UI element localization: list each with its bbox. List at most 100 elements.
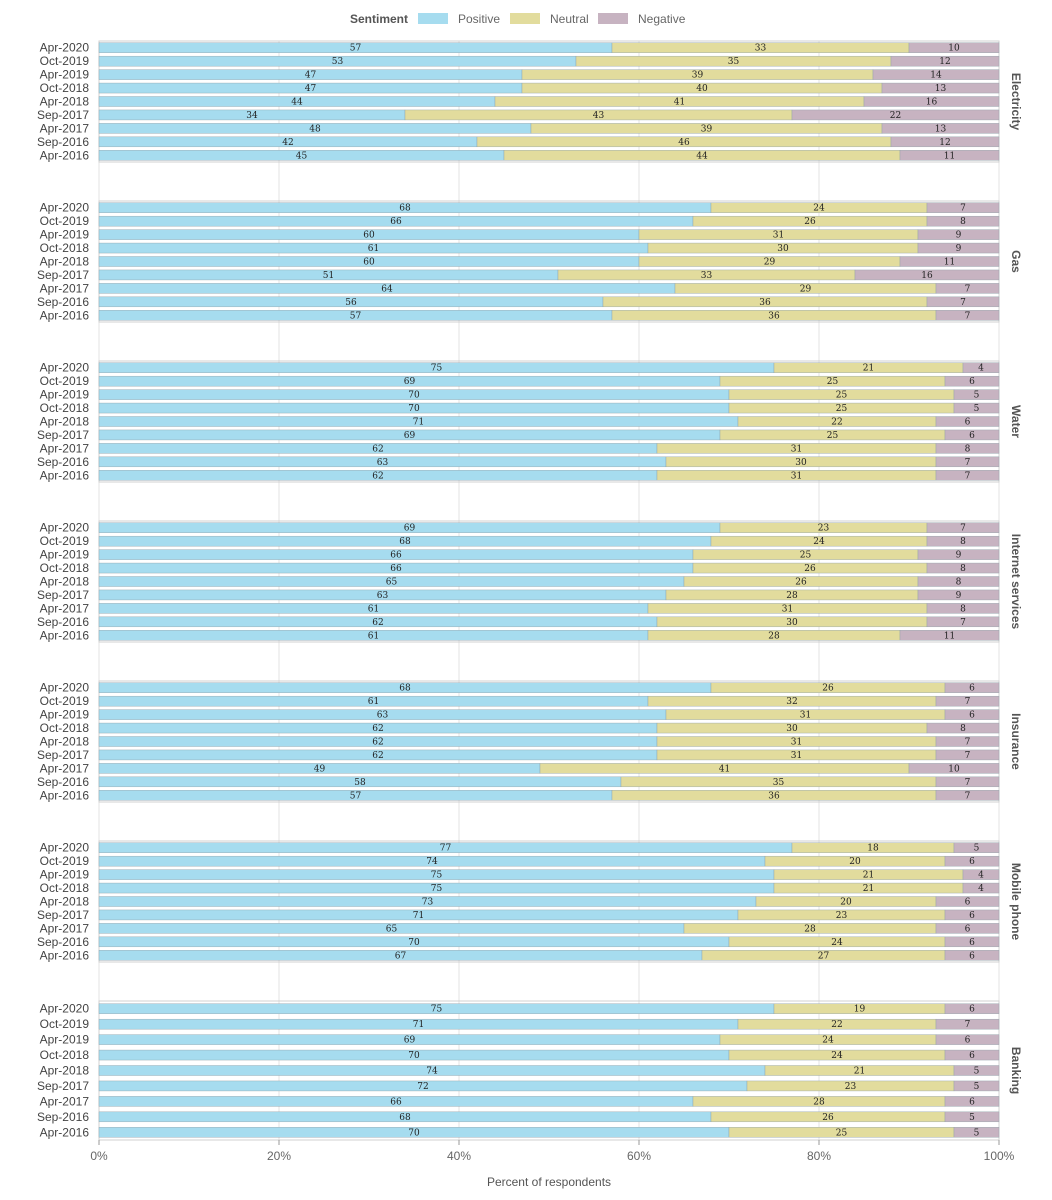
value-label-positive: 69	[404, 524, 416, 534]
bar-negative	[944, 1096, 1000, 1107]
bar-negative	[944, 1003, 1000, 1014]
value-label-neutral: 40	[696, 84, 708, 94]
value-label-negative: 8	[956, 578, 962, 588]
value-label-positive: 68	[399, 1113, 411, 1123]
bar-negative	[881, 123, 1000, 134]
value-label-negative: 7	[965, 738, 971, 748]
category-label: Oct-2018	[40, 561, 90, 575]
bar-negative	[791, 109, 1000, 121]
value-label-neutral: 23	[845, 1082, 857, 1092]
value-label-positive: 63	[377, 458, 389, 468]
value-label-positive: 74	[426, 1067, 438, 1077]
value-label-neutral: 31	[773, 231, 784, 241]
value-label-neutral: 30	[795, 458, 807, 468]
bar-negative	[944, 682, 1000, 693]
value-label-positive: 44	[291, 98, 303, 108]
value-label-positive: 57	[350, 311, 362, 321]
category-label: Apr-2017	[40, 1094, 90, 1108]
bar-negative	[926, 522, 1000, 533]
value-label-neutral: 24	[813, 537, 825, 547]
value-label-negative: 7	[965, 284, 971, 294]
facet-gas: Apr-2020 68 24 7 Oct-2019 66 26 8 Apr-2019 60 31 9 O…	[37, 200, 1023, 323]
value-label-neutral: 25	[827, 377, 839, 387]
value-label-negative: 8	[960, 217, 966, 227]
value-label-neutral: 28	[768, 631, 780, 641]
value-label-positive: 69	[404, 1036, 416, 1046]
value-label-negative: 7	[960, 298, 966, 308]
category-label: Apr-2016	[40, 148, 90, 162]
value-label-neutral: 18	[867, 844, 879, 854]
value-label-positive: 62	[372, 444, 383, 454]
value-label-neutral: 21	[863, 871, 874, 881]
value-label-neutral: 36	[768, 311, 780, 321]
value-label-negative: 6	[965, 898, 971, 908]
category-label: Apr-2020	[40, 1002, 90, 1016]
facet-mobile-phone: Apr-2020 77 18 5 Oct-2019 74 20 6 Apr-2019 75 21 4 O…	[37, 840, 1023, 963]
value-label-neutral: 21	[863, 884, 874, 894]
value-label-neutral: 25	[836, 1128, 848, 1138]
category-label: Apr-2018	[40, 575, 90, 589]
category-label: Sep-2017	[37, 428, 89, 442]
value-label-neutral: 31	[791, 444, 802, 454]
category-label: Apr-2016	[40, 308, 90, 322]
category-label: Apr-2019	[40, 868, 90, 882]
value-label-positive: 62	[372, 751, 383, 761]
value-label-positive: 70	[408, 1051, 420, 1061]
bar-negative	[890, 55, 1000, 67]
value-label-negative: 6	[969, 951, 975, 961]
bar-negative	[917, 576, 1000, 587]
bar-negative	[890, 136, 1000, 148]
value-label-neutral: 33	[701, 271, 713, 281]
value-label-negative: 4	[978, 871, 984, 881]
value-label-neutral: 25	[827, 431, 839, 441]
value-label-negative: 7	[965, 791, 971, 801]
facet-label-gas: Gas	[1009, 250, 1023, 273]
value-label-neutral: 31	[791, 471, 802, 481]
bar-negative	[953, 842, 1000, 853]
bar-negative	[935, 470, 1000, 481]
legend-label-positive: Positive	[458, 12, 500, 26]
value-label-positive: 45	[296, 151, 308, 161]
value-label-positive: 68	[399, 204, 411, 214]
category-label: Sep-2017	[37, 588, 89, 602]
value-label-positive: 63	[377, 591, 389, 601]
value-label-neutral: 21	[863, 364, 874, 374]
value-label-positive: 71	[413, 911, 424, 921]
value-label-positive: 63	[377, 711, 389, 721]
value-label-positive: 71	[413, 418, 424, 428]
category-label: Apr-2017	[40, 121, 90, 135]
value-label-positive: 61	[368, 604, 379, 614]
value-label-positive: 64	[381, 284, 393, 294]
facet-label-mobile-phone: Mobile phone	[1009, 863, 1023, 941]
category-label: Apr-2018	[40, 415, 90, 429]
bar-negative	[917, 549, 1000, 560]
value-label-negative: 11	[944, 631, 955, 641]
value-label-neutral: 41	[719, 764, 730, 774]
bar-negative	[953, 1065, 1000, 1076]
category-label: Oct-2018	[40, 81, 90, 95]
value-label-neutral: 20	[840, 898, 852, 908]
bar-negative	[935, 790, 1000, 801]
value-label-neutral: 31	[791, 738, 802, 748]
value-label-neutral: 35	[773, 778, 785, 788]
value-label-positive: 34	[246, 111, 258, 121]
category-label: Oct-2019	[40, 854, 90, 868]
value-label-positive: 69	[404, 377, 416, 387]
category-label: Apr-2020	[40, 361, 90, 375]
facet-internet-services: Apr-2020 69 23 7 Oct-2019 68 24 8 Apr-2019 66 25 9 O…	[37, 520, 1023, 643]
x-tick-label: 60%	[627, 1149, 651, 1163]
category-label: Oct-2019	[40, 214, 90, 228]
x-tick-label: 0%	[90, 1149, 108, 1163]
value-label-positive: 60	[363, 258, 375, 268]
value-label-negative: 7	[965, 751, 971, 761]
value-label-negative: 6	[969, 684, 975, 694]
value-label-neutral: 25	[800, 551, 812, 561]
bar-negative	[944, 855, 1000, 867]
value-label-positive: 42	[282, 138, 293, 148]
value-label-negative: 9	[956, 231, 962, 241]
category-label: Apr-2019	[40, 228, 90, 242]
value-label-negative: 13	[935, 124, 947, 134]
category-label: Oct-2019	[40, 694, 90, 708]
value-label-positive: 53	[332, 57, 344, 67]
